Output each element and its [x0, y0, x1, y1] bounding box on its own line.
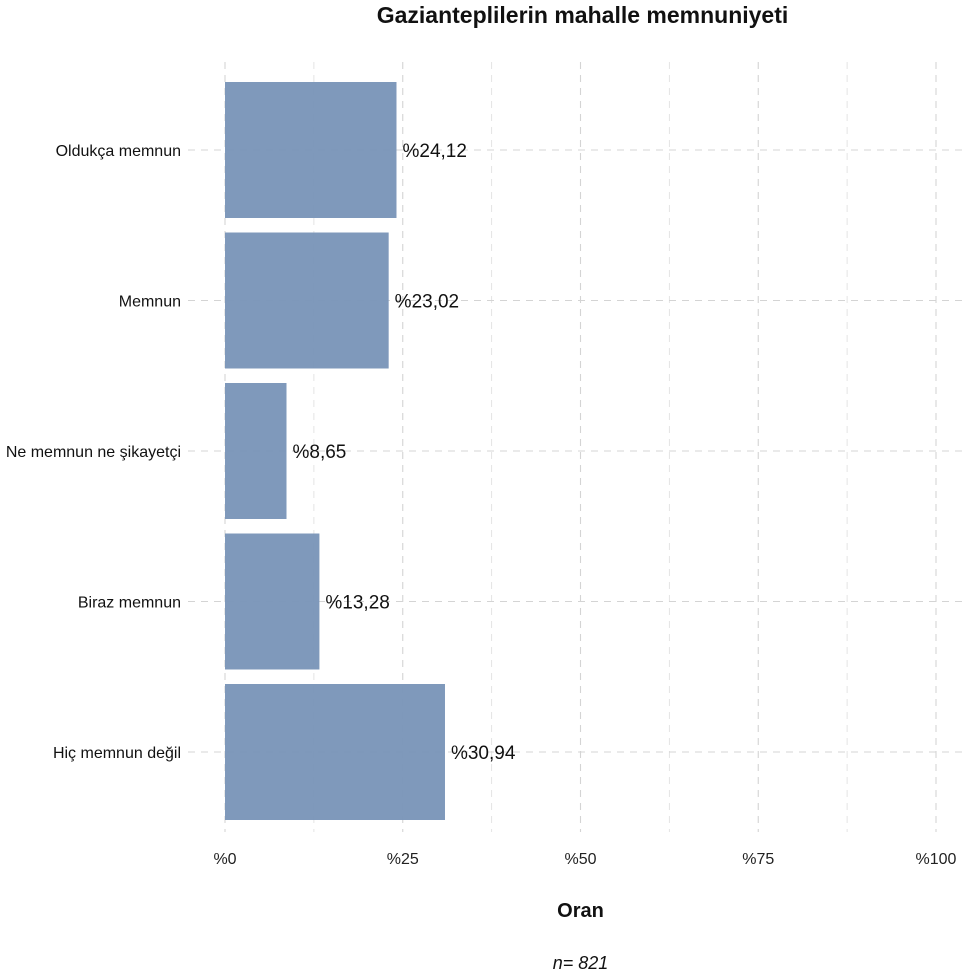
- bars: [225, 82, 445, 820]
- category-label: Hiç memnun değil: [53, 745, 181, 762]
- x-axis-title: Oran: [557, 900, 604, 922]
- category-label: Memnun: [119, 294, 181, 311]
- x-tick-label: %0: [213, 851, 236, 868]
- data-label: %24,12: [402, 141, 466, 162]
- x-tick-label: %75: [742, 851, 774, 868]
- x-tick-label: %100: [916, 851, 957, 868]
- sample-size-caption: n= 821: [552, 953, 609, 973]
- data-label: %13,28: [325, 593, 389, 614]
- x-tick-labels: %0 %25 %50 %75 %100: [213, 851, 956, 868]
- category-label: Ne memnun ne şikayetçi: [6, 444, 181, 461]
- x-tick-label: %50: [564, 851, 596, 868]
- data-label: %23,02: [395, 292, 459, 313]
- data-label: %8,65: [293, 442, 347, 463]
- category-label: Biraz memnun: [78, 595, 181, 612]
- category-labels: Oldukça memnun Memnun Ne memnun ne şikayet…: [6, 143, 181, 762]
- bar: [225, 232, 389, 369]
- bar: [225, 533, 320, 670]
- bar: [225, 82, 397, 218]
- bar: [225, 684, 445, 820]
- category-label: Oldukça memnun: [56, 143, 181, 160]
- data-labels: %24,12 %23,02 %8,65 %13,28 %30,94: [293, 141, 516, 764]
- x-tick-label: %25: [387, 851, 419, 868]
- data-label: %30,94: [451, 743, 516, 764]
- chart-title: Gazianteplilerin mahalle memnuniyeti: [376, 2, 789, 28]
- bar: [225, 383, 287, 519]
